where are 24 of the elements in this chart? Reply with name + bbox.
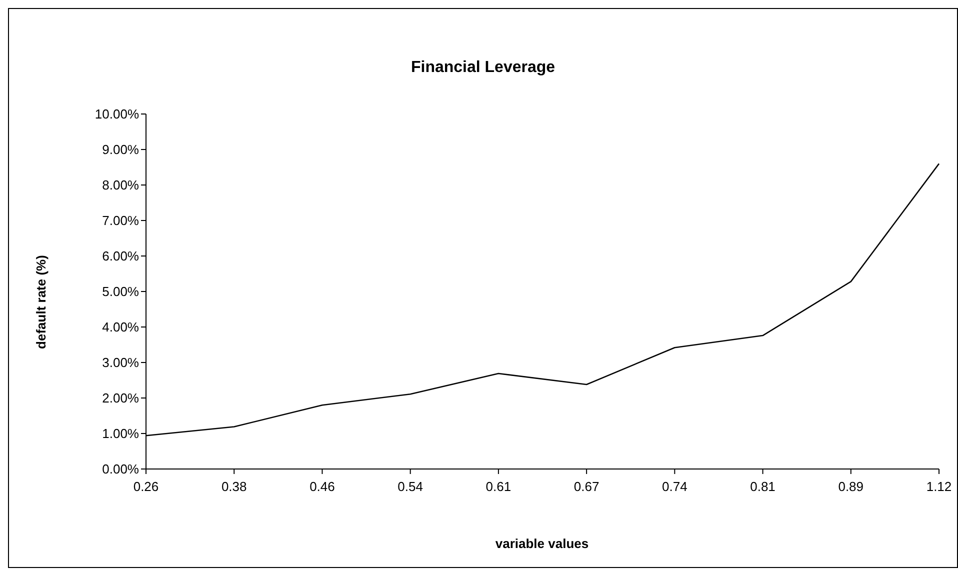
x-tick-label: 0.38: [221, 479, 247, 494]
x-tick-label: 0.54: [398, 479, 423, 494]
y-axis-title: default rate (%): [34, 255, 48, 349]
y-tick-label: 4.00%: [102, 320, 140, 335]
y-tick-label: 10.00%: [94, 106, 140, 122]
y-tick-label: 6.00%: [102, 248, 140, 264]
x-tick-label: 0.74: [662, 479, 688, 494]
y-tick-label: 5.00%: [102, 284, 140, 300]
y-tick-label: 7.00%: [102, 213, 140, 228]
y-tick-label: 2.00%: [102, 390, 140, 406]
y-tick-label: 8.00%: [102, 178, 140, 193]
x-tick-label: 0.89: [838, 479, 864, 494]
y-tick-label: 0.00%: [102, 462, 140, 477]
x-tick-label: 0.81: [750, 479, 776, 494]
x-tick-label: 0.26: [133, 479, 159, 494]
y-tick-label: 9.00%: [102, 142, 140, 158]
x-tick-label: 1.12: [926, 479, 952, 494]
y-tick-label: 1.00%: [102, 426, 140, 442]
x-tick-label: 0.61: [486, 479, 512, 494]
chart-title: Financial Leverage: [410, 59, 556, 77]
y-tick-label: 3.00%: [102, 355, 140, 370]
x-tick-label: 0.46: [310, 479, 335, 494]
x-axis-title: variable values: [494, 536, 590, 551]
x-tick-label: 0.67: [574, 479, 600, 494]
